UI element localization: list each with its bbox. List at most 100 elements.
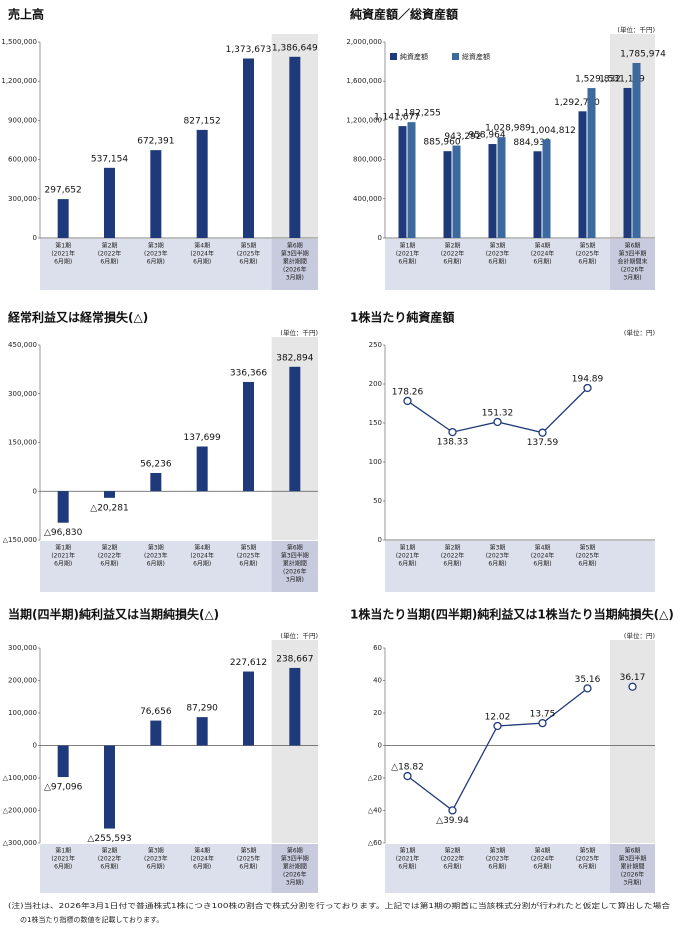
x-tick-label: 第6期 — [625, 847, 641, 855]
y-tick-label: 900,000 — [8, 116, 37, 124]
x-tick-label: 第5期 — [580, 544, 596, 552]
bar — [104, 167, 115, 238]
y-tick-label: 0 — [378, 536, 382, 544]
category-strip-shade — [271, 239, 318, 290]
x-tick-label: 第2期 — [445, 544, 461, 552]
chart-title: 1株当たり当期(四半期)純利益又は1株当たり当期純損失(△) — [350, 607, 674, 622]
chart-title: 売上高 — [8, 7, 44, 22]
data-label: 151.32 — [482, 408, 514, 418]
bar — [623, 87, 632, 238]
y-tick-label: 400,000 — [353, 195, 382, 203]
x-tick-label: 6月期) — [193, 863, 211, 871]
data-label: △20,281 — [90, 503, 128, 513]
x-tick-label: 第6期 — [625, 242, 641, 250]
x-tick-label: 第2期 — [102, 242, 118, 250]
unit-label: (単位：円) — [624, 328, 655, 337]
y-tick-label: 150,000 — [8, 439, 37, 447]
bar — [488, 144, 497, 238]
x-tick-label: (2022年 — [98, 250, 122, 258]
x-tick-label: 6月期) — [533, 863, 551, 871]
x-tick-label: (2025年 — [576, 552, 600, 560]
y-tick-label: 250 — [369, 341, 382, 349]
line — [407, 687, 588, 812]
x-tick-label: (2022年 — [98, 855, 122, 863]
y-tick-label: 100,000 — [8, 709, 37, 717]
point — [583, 383, 592, 393]
x-tick-label: (2025年 — [576, 250, 600, 258]
x-tick-label: 6月期) — [193, 258, 211, 266]
x-tick-label: 第3四半期 — [281, 552, 309, 560]
y-tick-label: 150 — [369, 419, 382, 427]
x-tick-label: 累計期間 — [620, 863, 644, 871]
data-label: 12.02 — [485, 712, 511, 722]
data-label: 1,028,989 — [485, 124, 531, 134]
data-label: 827,152 — [184, 116, 221, 126]
x-tick-label: 第4期 — [535, 242, 551, 250]
x-tick-label: 累計期間 — [283, 560, 307, 568]
y-tick-label: 0 — [378, 234, 382, 242]
point — [448, 806, 457, 815]
data-label: 36.17 — [620, 673, 646, 683]
legend-swatch — [452, 53, 459, 60]
x-tick-label: 3月期) — [623, 274, 641, 282]
y-tick-label: △200,000 — [3, 807, 37, 815]
x-tick-label: 第2期 — [102, 544, 118, 552]
x-tick-label: 6月期) — [578, 258, 596, 266]
y-tick-label: 60 — [373, 644, 382, 652]
x-tick-label: 第6期 — [287, 544, 303, 552]
bar — [587, 88, 596, 238]
x-tick-label: 第5期 — [580, 847, 596, 855]
category-strip-shade — [610, 844, 655, 893]
bar — [407, 122, 416, 238]
point — [628, 682, 637, 691]
point — [448, 427, 457, 437]
x-tick-label: (2026年 — [283, 871, 307, 879]
x-tick-label: 6月期) — [239, 560, 257, 568]
bar — [196, 446, 208, 492]
x-tick-label: (2021年 — [396, 250, 420, 258]
data-label: 336,366 — [230, 368, 267, 378]
data-label: 137.59 — [527, 438, 559, 448]
chart-title: 当期(四半期)純利益又は当期純損失(△) — [8, 607, 219, 622]
x-tick-label: (2022年 — [441, 552, 465, 560]
bar — [533, 151, 542, 238]
data-label: 13.75 — [530, 710, 556, 720]
x-tick-label: (2024年 — [190, 855, 214, 863]
x-tick-label: (2024年 — [531, 552, 555, 560]
bar — [57, 491, 69, 523]
x-tick-label: (2026年 — [621, 871, 645, 879]
data-label: 1,531,169 — [599, 74, 645, 84]
data-label: 958,964 — [468, 131, 505, 141]
data-label: △96,830 — [44, 528, 83, 538]
y-tick-label: 40 — [373, 677, 382, 685]
unit-label: (単位：千円) — [280, 631, 318, 640]
data-label: 885,960 — [423, 138, 460, 148]
point — [493, 721, 502, 731]
bar — [57, 199, 69, 238]
x-tick-label: 第4期 — [535, 847, 551, 855]
y-tick-label: 600,000 — [8, 156, 37, 164]
x-tick-label: (2024年 — [531, 855, 555, 863]
x-tick-label: (2022年 — [441, 250, 465, 258]
x-tick-label: 第2期 — [102, 847, 118, 855]
y-tick-label: △300,000 — [3, 839, 37, 847]
bar — [150, 472, 162, 492]
x-tick-label: 3月期) — [623, 879, 641, 887]
x-tick-label: 第4期 — [194, 847, 210, 855]
category-strip-shade — [271, 844, 318, 893]
x-tick-label: 6月期) — [443, 560, 461, 568]
x-tick-label: (2021年 — [396, 552, 420, 560]
bar — [243, 58, 254, 238]
chart-title: 純資産額／総資産額 — [350, 7, 458, 22]
x-tick-label: 第3期 — [490, 544, 506, 552]
data-label: 382,894 — [276, 353, 313, 363]
bar — [443, 151, 452, 238]
x-tick-label: 第4期 — [535, 544, 551, 552]
x-tick-label: (2025年 — [237, 855, 261, 863]
x-tick-label: 6月期) — [193, 560, 211, 568]
unit-label: (単位：千円) — [617, 25, 655, 34]
data-label: 138.33 — [437, 438, 469, 448]
x-tick-label: 第3期 — [490, 242, 506, 250]
x-tick-label: (2021年 — [51, 552, 75, 560]
